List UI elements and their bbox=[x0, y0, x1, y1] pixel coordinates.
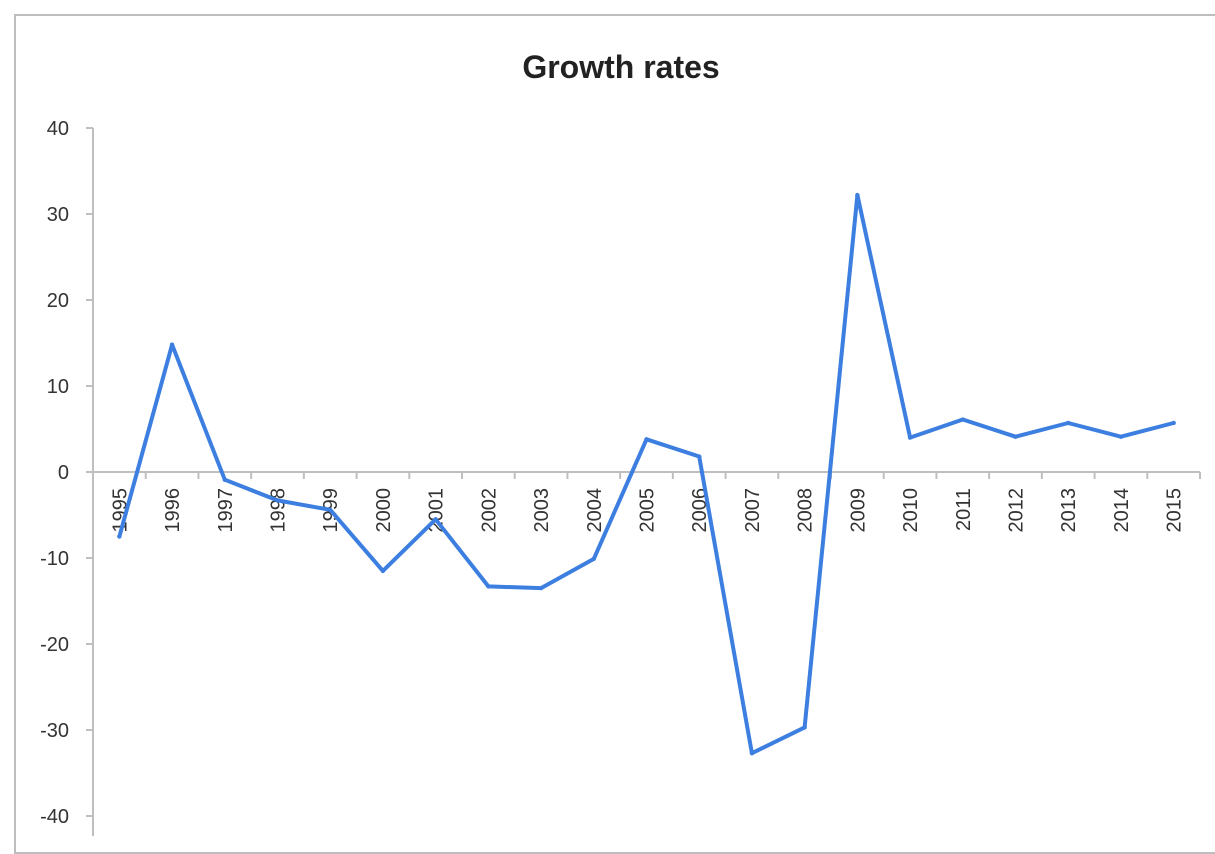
x-tick-label: 2009 bbox=[847, 488, 869, 533]
y-tick-label: 30 bbox=[47, 204, 69, 226]
data-point bbox=[328, 507, 333, 513]
data-point bbox=[117, 534, 122, 539]
y-tick-label: 20 bbox=[47, 290, 69, 312]
y-tick-label: 40 bbox=[47, 118, 69, 140]
x-tick-label: 2004 bbox=[584, 488, 606, 533]
chart-title: Growth rates bbox=[522, 49, 719, 85]
data-point bbox=[802, 725, 807, 730]
data-point bbox=[644, 437, 649, 442]
x-tick-label: 2012 bbox=[1006, 488, 1028, 533]
x-tick-label: 2015 bbox=[1164, 488, 1186, 533]
series-line bbox=[117, 193, 1176, 756]
data-point bbox=[907, 435, 913, 440]
x-tick-label: 1996 bbox=[162, 488, 184, 533]
y-tick-label: -30 bbox=[40, 720, 69, 742]
x-tick-label: 2014 bbox=[1111, 488, 1133, 533]
data-point bbox=[169, 342, 175, 347]
x-tick-label: 1998 bbox=[268, 488, 290, 533]
y-tick-label: -40 bbox=[40, 806, 69, 828]
data-point bbox=[538, 585, 544, 591]
y-axis-ticks: 40 30 20 10 0 -10 -20 -30 -40 bbox=[40, 118, 93, 828]
data-point bbox=[1171, 420, 1176, 426]
axes bbox=[92, 128, 1200, 836]
chart-frame bbox=[14, 14, 1215, 854]
x-tick-label: 1997 bbox=[215, 488, 237, 533]
data-point bbox=[222, 477, 227, 482]
x-axis-ticks: 1995 1996 1997 1998 1999 2000 2001 2002 2003 2004… bbox=[92, 472, 1201, 533]
series-group bbox=[117, 192, 1176, 756]
data-point bbox=[697, 454, 702, 459]
data-point bbox=[1013, 434, 1018, 439]
y-tick-label: -20 bbox=[40, 634, 69, 656]
data-point bbox=[433, 517, 438, 522]
x-tick-label: 2010 bbox=[900, 488, 922, 533]
y-tick-label: -10 bbox=[40, 548, 69, 570]
x-tick-label: 2008 bbox=[795, 488, 817, 533]
x-tick-label: 2003 bbox=[531, 488, 553, 533]
data-point bbox=[275, 498, 280, 503]
x-tick-label: 2002 bbox=[478, 488, 500, 532]
data-point bbox=[1066, 420, 1071, 426]
data-point bbox=[960, 417, 965, 422]
x-tick-label: 1995 bbox=[109, 488, 131, 533]
x-tick-label: 2013 bbox=[1058, 488, 1080, 533]
y-tick-label: 10 bbox=[47, 376, 69, 398]
x-tick-label: 2007 bbox=[742, 488, 764, 533]
y-tick-label: 0 bbox=[58, 462, 69, 484]
x-tick-label: 2005 bbox=[637, 488, 659, 533]
data-point bbox=[855, 192, 860, 198]
data-point bbox=[380, 568, 386, 574]
x-tick-label: 2000 bbox=[373, 488, 395, 533]
data-point bbox=[749, 751, 755, 756]
x-tick-label: 2011 bbox=[953, 488, 975, 531]
data-point bbox=[1118, 434, 1124, 439]
data-point bbox=[486, 584, 491, 589]
data-point bbox=[591, 556, 596, 562]
